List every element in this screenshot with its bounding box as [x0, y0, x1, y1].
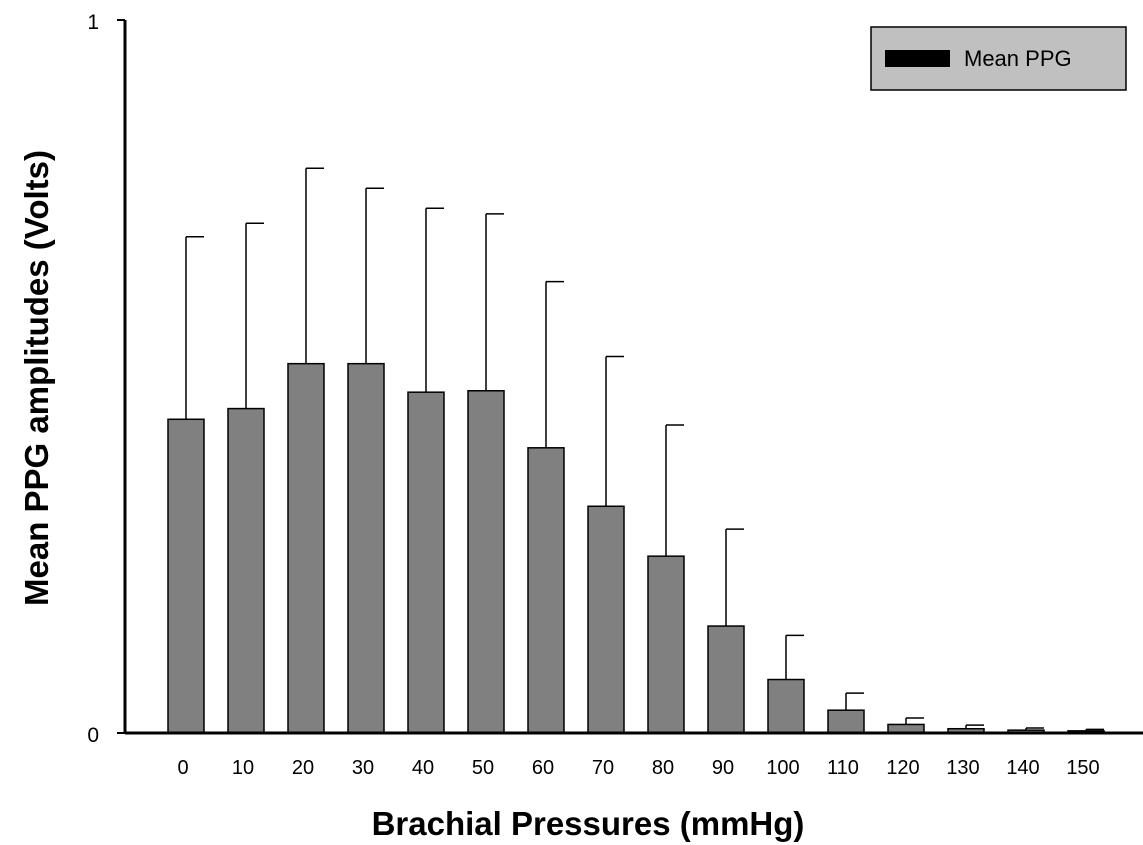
bar — [647, 555, 685, 734]
bar — [167, 418, 205, 734]
x-tick-label: 120 — [886, 757, 919, 779]
error-bar — [305, 167, 324, 364]
x-tick-label: 150 — [1066, 757, 1099, 779]
error-bar — [485, 213, 504, 391]
error-bars-group — [185, 167, 1104, 731]
y-tick-label: 1 — [87, 11, 99, 34]
y-axis-title: Mean PPG amplitudes (Volts) — [18, 150, 55, 606]
x-tick-label: 90 — [712, 757, 734, 779]
y-ticks-group: 01 — [87, 11, 125, 747]
x-tick-label: 10 — [232, 757, 254, 779]
y-axis-title-group: Mean PPG amplitudes (Volts) — [18, 150, 55, 606]
bar — [227, 407, 265, 734]
y-tick-label: 0 — [87, 724, 99, 747]
bar — [407, 391, 445, 734]
error-bar — [965, 724, 984, 729]
bar — [827, 709, 865, 734]
x-tick-label: 30 — [352, 757, 374, 779]
bar — [767, 678, 805, 734]
error-bar — [845, 692, 864, 711]
bar — [707, 625, 745, 734]
error-bar — [185, 236, 204, 420]
legend: Mean PPG — [870, 26, 1127, 91]
error-bar — [545, 280, 564, 448]
bar — [467, 390, 505, 734]
x-tick-label: 50 — [472, 757, 494, 779]
error-bar — [605, 355, 624, 507]
x-tick-label: 20 — [292, 757, 314, 779]
x-tick-label: 40 — [412, 757, 434, 779]
x-tick-label: 60 — [532, 757, 554, 779]
x-tick-label: 110 — [827, 757, 859, 779]
bars-group — [167, 362, 1105, 734]
x-tick-label: 130 — [946, 757, 979, 779]
error-bar — [365, 187, 384, 364]
bar — [527, 447, 565, 734]
x-tick-label: 80 — [652, 757, 674, 779]
error-bar — [665, 424, 684, 557]
error-bar — [1025, 727, 1044, 731]
x-ticks-group: 0 10 20 30 40 50 60 70 80 90 100 110 120 130 140 150 — [177, 757, 1099, 779]
error-bar — [425, 207, 444, 393]
bar — [287, 362, 325, 734]
legend-swatch — [885, 50, 950, 67]
error-bar — [905, 717, 924, 725]
error-bar — [725, 528, 744, 627]
bar — [587, 505, 625, 734]
x-axis-title: Brachial Pressures (mmHg) — [372, 805, 805, 842]
x-tick-label: 0 — [177, 757, 188, 779]
error-bar — [785, 634, 804, 680]
x-tick-label: 100 — [766, 757, 799, 779]
x-tick-label: 70 — [592, 757, 614, 779]
error-bar — [1085, 728, 1104, 731]
bar — [347, 362, 385, 734]
x-tick-label: 140 — [1006, 757, 1039, 779]
legend-label: Mean PPG — [964, 46, 1072, 71]
error-bar — [245, 222, 264, 409]
